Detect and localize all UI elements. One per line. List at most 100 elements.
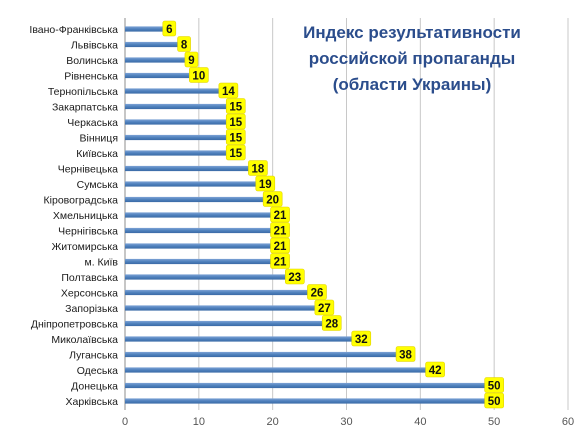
- data-label-bg: [484, 377, 504, 393]
- data-label-bg: [270, 237, 290, 254]
- bar: [125, 41, 185, 48]
- data-label-bg: [255, 175, 276, 192]
- data-label-bg: [285, 268, 305, 285]
- category-label: Херсонська: [61, 288, 118, 300]
- bar: [125, 150, 236, 156]
- data-label-bg: [189, 67, 209, 83]
- chart-title: Индекс результативности российской пропа…: [303, 23, 521, 94]
- data-label: 50: [488, 396, 501, 408]
- category-label: Тернопільська: [48, 86, 118, 98]
- bar: [125, 274, 295, 280]
- bar: [125, 212, 281, 218]
- category-label: Дніпропетровська: [31, 319, 118, 331]
- category-label: Луганська: [69, 350, 118, 362]
- data-labels: 6891014151515151819202121212123262728323…: [162, 20, 504, 409]
- data-label: 38: [399, 350, 412, 362]
- category-label: Одеська: [77, 365, 118, 377]
- x-tick-label: 20: [267, 416, 279, 428]
- data-label: 9: [188, 55, 194, 67]
- category-label: Львівська: [71, 40, 118, 52]
- bar: [125, 26, 170, 32]
- x-tick-label: 30: [340, 416, 352, 428]
- data-label: 15: [229, 117, 242, 129]
- data-label-bg: [425, 361, 445, 378]
- data-label: 32: [355, 334, 368, 346]
- bar: [125, 382, 495, 389]
- data-label-bg: [395, 346, 416, 362]
- category-label: Харківська: [66, 396, 119, 408]
- bar: [125, 289, 317, 296]
- category-label: Київська: [76, 148, 118, 160]
- x-tick-label: 10: [193, 416, 205, 428]
- category-label: Чернівецька: [58, 164, 118, 176]
- bar: [125, 398, 495, 404]
- data-label: 18: [252, 164, 265, 176]
- data-label-bg: [270, 253, 290, 269]
- bar: [125, 320, 332, 327]
- bar: [125, 336, 362, 342]
- category-label: Рівненська: [64, 71, 118, 83]
- data-label-bg: [177, 36, 191, 52]
- data-label-bg: [484, 392, 504, 409]
- data-label: 21: [274, 210, 287, 222]
- bar: [125, 243, 281, 249]
- data-label: 15: [229, 102, 242, 114]
- data-label-bg: [162, 20, 177, 37]
- data-label-bg: [351, 330, 372, 347]
- bar: [125, 181, 266, 187]
- bar: [125, 196, 273, 203]
- bar: [125, 103, 236, 110]
- bar: [125, 119, 236, 125]
- category-label: Кіровоградська: [44, 195, 119, 207]
- category-label: м. Київ: [84, 257, 118, 269]
- x-tick-labels: 0 10 20 30 40 50 60: [122, 416, 574, 428]
- bar: [125, 88, 229, 94]
- data-label: 21: [274, 241, 287, 253]
- data-label-bg: [248, 160, 268, 176]
- category-label: Сумська: [77, 179, 118, 191]
- data-label: 42: [429, 365, 442, 377]
- title-line-1: Индекс результативности: [303, 23, 521, 42]
- category-label: Миколаївська: [51, 334, 118, 346]
- category-label: Закарпатська: [52, 102, 118, 114]
- bar: [125, 165, 258, 172]
- bar: [125, 367, 436, 373]
- bar: [125, 57, 192, 63]
- x-tick-label: 40: [414, 416, 426, 428]
- data-label-bg: [225, 113, 246, 130]
- category-label: Волинська: [66, 55, 118, 67]
- data-label: 8: [181, 40, 188, 52]
- data-label: 21: [274, 257, 287, 269]
- data-label-bg: [321, 315, 342, 331]
- category-label: Черкаська: [67, 117, 118, 129]
- bar: [125, 134, 236, 141]
- category-label: Хмельницька: [53, 210, 118, 222]
- x-tick-label: 0: [122, 416, 128, 428]
- data-label-bg: [270, 222, 290, 238]
- bar: [125, 72, 199, 79]
- bar: [125, 305, 325, 311]
- bar: [125, 227, 281, 234]
- data-label: 19: [259, 179, 272, 191]
- data-label: 6: [166, 24, 172, 36]
- data-label-bg: [262, 191, 283, 207]
- data-label-bg: [225, 144, 246, 161]
- bar: [125, 258, 281, 265]
- data-label: 50: [488, 381, 501, 393]
- x-tick-label: 50: [488, 416, 500, 428]
- data-label-bg: [314, 299, 335, 316]
- data-label: 21: [274, 226, 287, 238]
- data-label-bg: [225, 129, 246, 145]
- category-label: Івано-Франківська: [29, 24, 118, 36]
- x-tick-label: 60: [562, 416, 574, 428]
- bars: [125, 26, 495, 404]
- category-label: Донецька: [71, 381, 118, 393]
- data-label-bg: [184, 51, 199, 68]
- category-label: Чернігівська: [58, 226, 118, 238]
- category-label: Вінниця: [80, 133, 119, 145]
- data-label: 26: [311, 288, 324, 300]
- data-label: 15: [229, 148, 242, 160]
- category-labels: Івано-Франківська Львівська Волинська Рівне…: [29, 24, 118, 408]
- data-label-bg: [225, 98, 246, 114]
